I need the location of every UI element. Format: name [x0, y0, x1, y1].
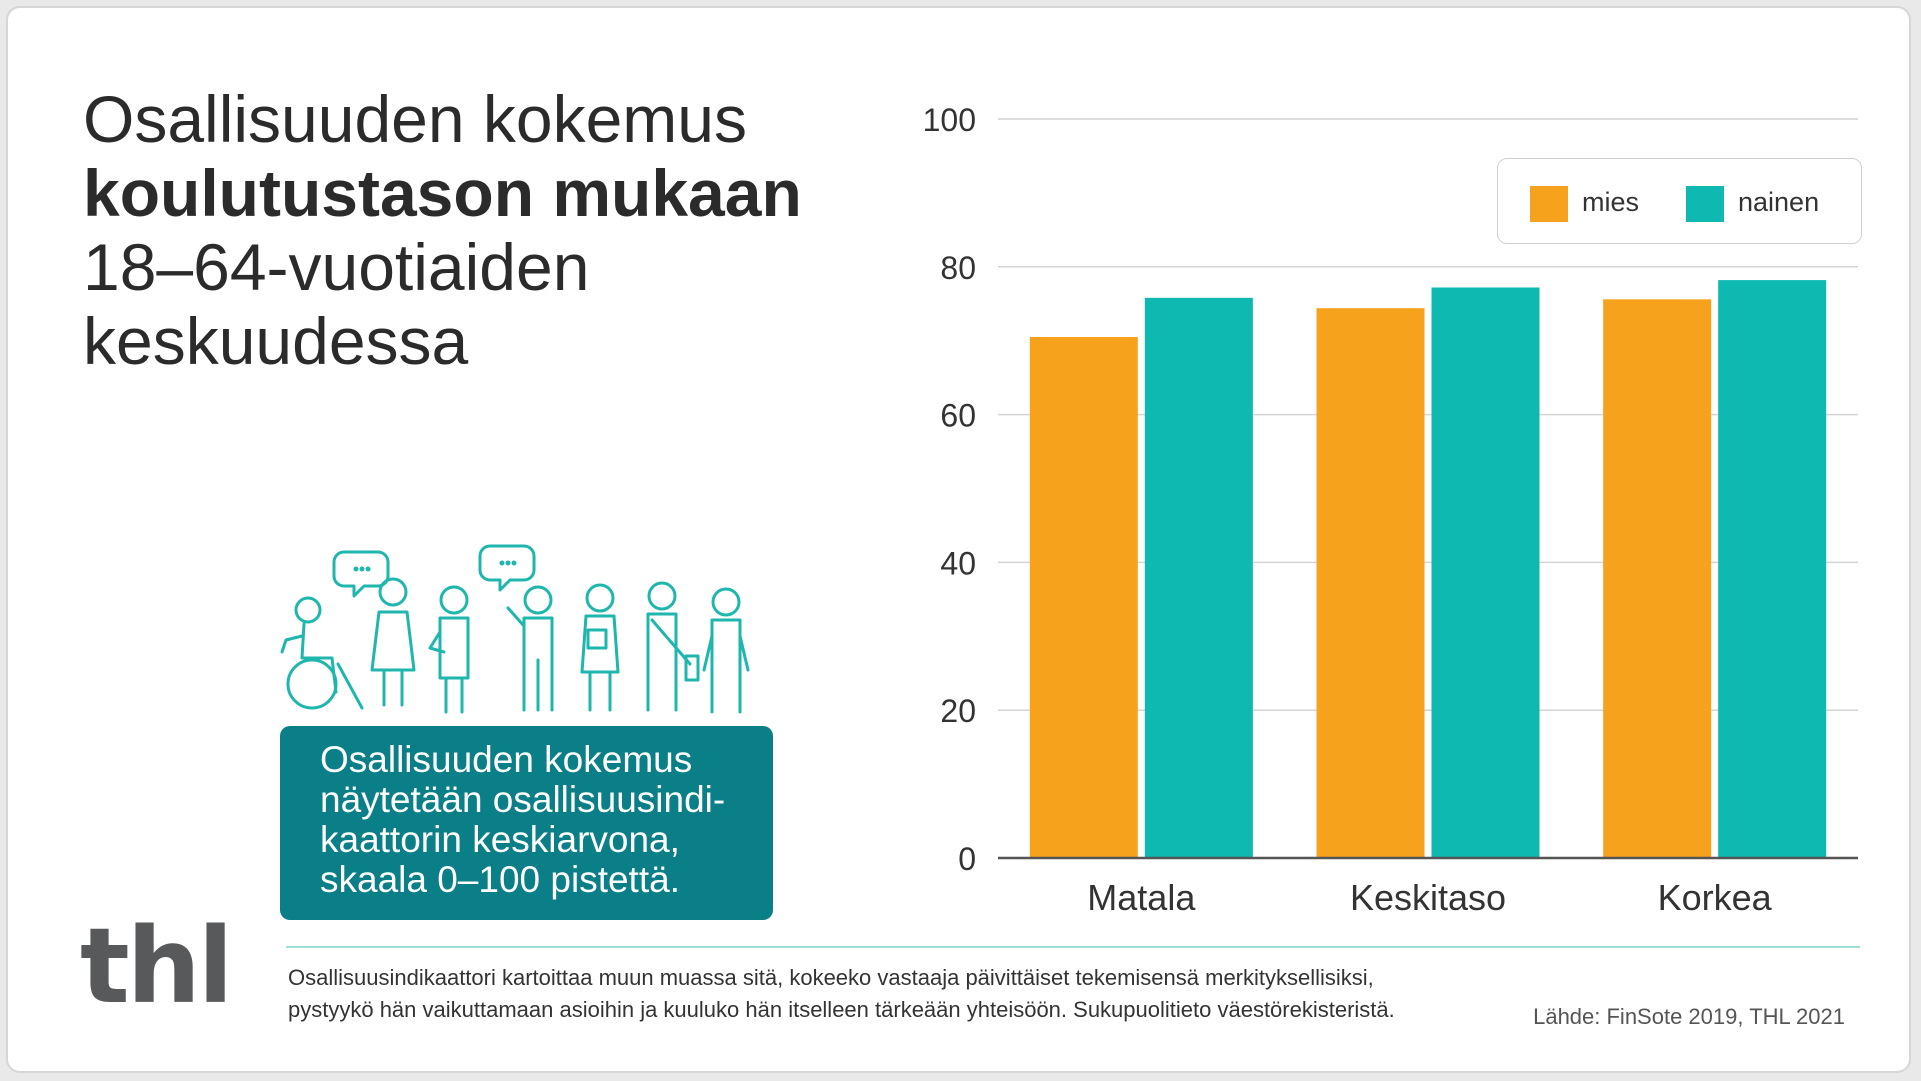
person-head-2 — [378, 577, 408, 607]
person-head-7 — [711, 587, 741, 617]
bar-mies-matala — [1029, 337, 1138, 858]
person-body-6 — [646, 612, 700, 712]
x-tick-label: Keskitaso — [1350, 877, 1506, 918]
title-line-4: keskuudessa — [83, 304, 469, 378]
person-body-3 — [428, 616, 470, 714]
source-label: Lähde: FinSote 2019, THL 2021 — [1533, 1004, 1845, 1029]
bubble-dot — [499, 560, 505, 566]
bubble-dot — [511, 560, 517, 566]
person-body-4 — [506, 606, 554, 712]
bar-nainen-korkea — [1718, 280, 1827, 858]
speech-bubble-icon-1 — [332, 550, 390, 598]
speech-bubble-icon-2 — [478, 544, 536, 592]
person-body-7 — [702, 618, 750, 714]
x-tick-label: Matala — [1087, 877, 1196, 918]
legend-swatch-nainen — [1686, 185, 1724, 222]
bubble-dot — [359, 566, 365, 572]
title-line-2: koulutustason mukaan — [83, 156, 802, 230]
footer-divider — [286, 946, 1860, 948]
bar-chart: 0 20 40 60 80 100 Matala Keskitaso Korkea — [923, 102, 1858, 918]
wheelchair-icon — [286, 658, 338, 710]
y-tick-label: 60 — [940, 398, 976, 434]
y-tick-label: 80 — [940, 250, 976, 286]
bubble-dot — [365, 566, 371, 572]
info-box: Osallisuuden kokemus näytetään osallisuu… — [280, 726, 773, 920]
y-tick-label: 0 — [958, 841, 976, 877]
people-icon — [280, 544, 750, 714]
infographic-card: Osallisuuden kokemus koulutustason mukaa… — [6, 6, 1911, 1073]
legend-item-nainen: nainen — [1686, 185, 1819, 222]
title-line-3: 18–64-vuotiaiden — [83, 230, 590, 304]
person-head-5 — [585, 583, 615, 613]
person-head-4 — [523, 585, 553, 615]
legend-label-mies: mies — [1582, 187, 1640, 217]
person-body-5 — [580, 614, 620, 712]
y-tick-label: 40 — [940, 545, 976, 581]
person-head-6 — [647, 581, 677, 611]
x-tick-label: Korkea — [1658, 877, 1773, 918]
person-head-3 — [439, 585, 469, 615]
footnote: Osallisuusindikaattori kartoittaa muun m… — [288, 965, 1395, 1022]
title-line-1: Osallisuuden kokemus — [83, 82, 747, 156]
y-tick-label: 20 — [940, 693, 976, 729]
bar-mies-korkea — [1603, 299, 1712, 858]
page-title: Osallisuuden kokemus koulutustason mukaa… — [83, 82, 883, 378]
bubble-dot — [505, 560, 511, 566]
chart-legend: mies nainen — [1497, 158, 1862, 244]
bubble-dot — [353, 566, 359, 572]
bar-nainen-matala — [1144, 297, 1253, 858]
person-body-2 — [370, 610, 416, 707]
legend-item-mies: mies — [1530, 185, 1639, 222]
wheelchair-person-head — [294, 596, 322, 624]
y-tick-label: 100 — [923, 102, 976, 138]
wheelchair-handle — [336, 662, 364, 710]
bar-nainen-keskitaso — [1431, 287, 1540, 858]
legend-swatch-mies — [1530, 185, 1568, 222]
bar-mies-keskitaso — [1316, 308, 1425, 859]
thl-logo: thl — [80, 905, 233, 1027]
legend-label-nainen: nainen — [1738, 187, 1820, 217]
